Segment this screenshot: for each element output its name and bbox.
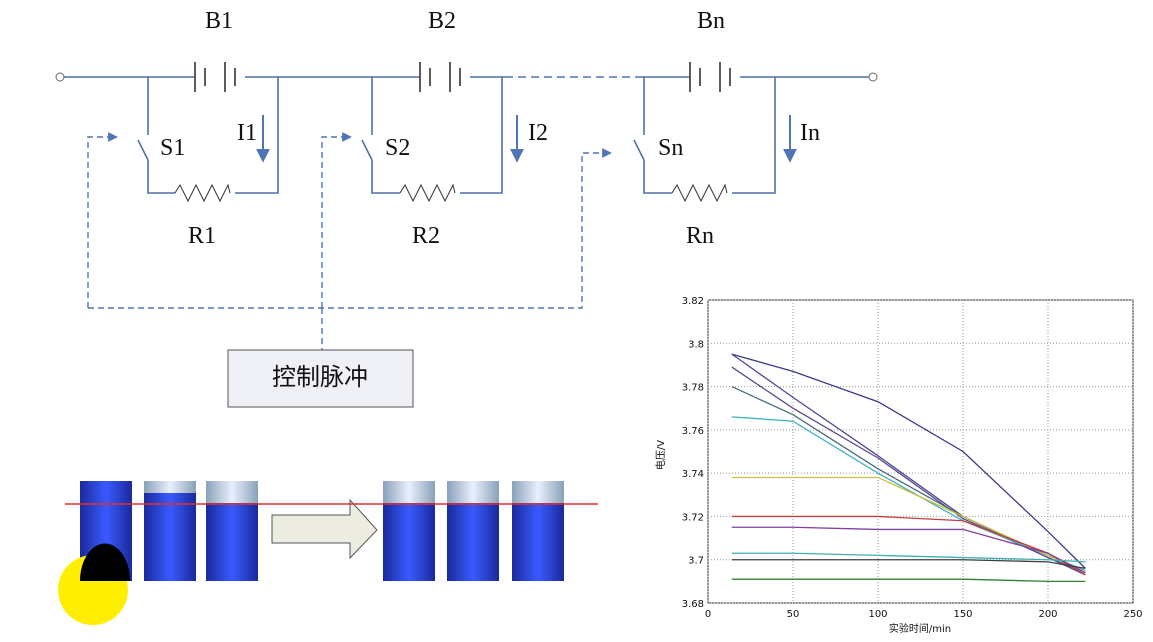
data-line [731,476,1086,574]
switch-label: S1 [160,135,185,161]
switch-label: S2 [385,135,410,161]
y-axis-label: 电压/V [654,440,667,470]
x-tick-label: 250 [1123,609,1142,620]
data-line [731,578,1086,583]
y-tick-label: 3.72 [682,512,704,523]
x-tick-label: 0 [705,609,711,620]
resistor-label: R2 [412,223,440,249]
plot-area [707,299,1134,604]
current-label: In [800,120,820,146]
data-line [731,559,1086,570]
voltage-chart: 电压/V 实验时间/min 3.68 3.7 3.72 3.74 3.76 3.78 3.8… [654,296,1143,635]
x-tick-label: 100 [868,609,887,620]
data-line [731,526,1086,574]
control-pulse-label: 控制脉冲 [272,363,368,391]
y-tick-label: 3.68 [682,599,704,610]
y-tick-label: 3.78 [682,383,704,394]
y-tick-label: 3.76 [682,426,704,437]
y-tick-label: 3.82 [682,296,704,307]
battery-label: B2 [428,8,456,34]
battery-label: Bn [697,8,725,34]
x-axis-label: 实验时间/min [889,622,951,635]
resistor-label: Rn [686,223,714,249]
y-tick-label: 3.74 [682,469,704,480]
circuit: 控制脉冲 B1 B2 Bn S1 S2 Sn I1 I2 In R1 R2 Rn [55,8,878,408]
current-label: I2 [528,120,548,146]
data-line [731,552,1086,563]
x-tick-label: 50 [787,609,800,620]
data-line [731,353,1086,569]
y-tick-label: 3.7 [688,556,704,567]
x-tick-label: 150 [953,609,972,620]
current-label: I1 [237,120,257,146]
balancing-illustration [58,481,598,625]
battery-label: B1 [205,8,233,34]
y-tick-label: 3.8 [688,339,704,350]
x-tick-label: 200 [1038,609,1057,620]
resistor-label: R1 [188,223,216,249]
switch-label: Sn [658,135,683,161]
